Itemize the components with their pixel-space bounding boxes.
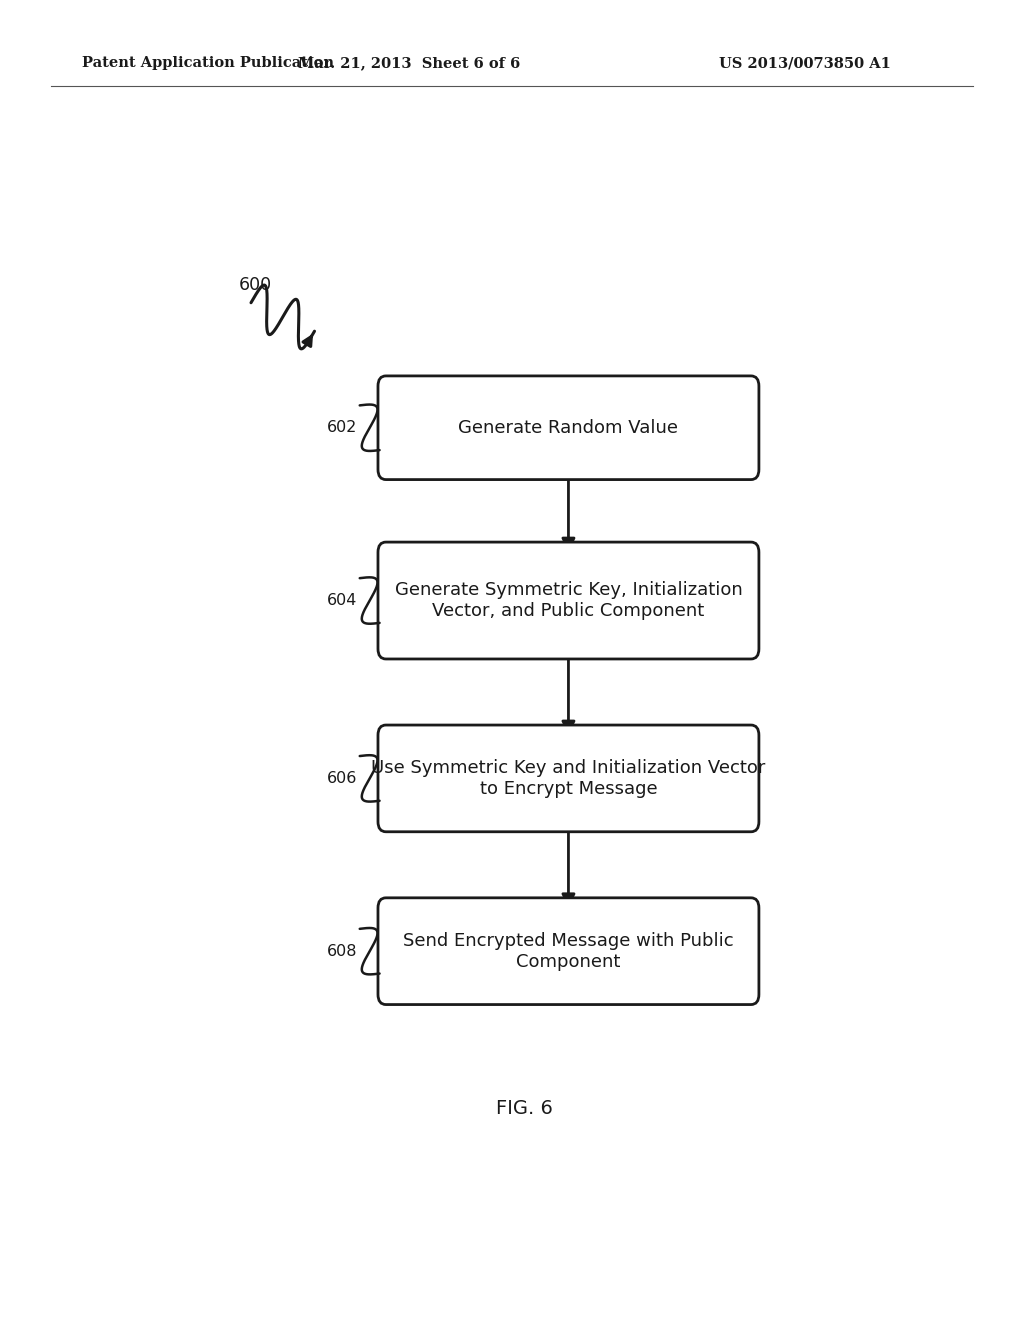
- Text: Send Encrypted Message with Public
Component: Send Encrypted Message with Public Compo…: [403, 932, 734, 970]
- FancyBboxPatch shape: [378, 376, 759, 479]
- Text: Use Symmetric Key and Initialization Vector
to Encrypt Message: Use Symmetric Key and Initialization Vec…: [372, 759, 766, 797]
- Text: 602: 602: [327, 420, 356, 436]
- Text: Patent Application Publication: Patent Application Publication: [82, 57, 334, 70]
- FancyBboxPatch shape: [378, 898, 759, 1005]
- Text: 600: 600: [240, 276, 272, 294]
- Text: 606: 606: [327, 771, 356, 785]
- FancyBboxPatch shape: [378, 725, 759, 832]
- Text: Generate Random Value: Generate Random Value: [459, 418, 679, 437]
- Text: 604: 604: [327, 593, 356, 609]
- Text: Mar. 21, 2013  Sheet 6 of 6: Mar. 21, 2013 Sheet 6 of 6: [298, 57, 521, 70]
- Text: US 2013/0073850 A1: US 2013/0073850 A1: [719, 57, 891, 70]
- Text: 608: 608: [327, 944, 357, 958]
- Text: Generate Symmetric Key, Initialization
Vector, and Public Component: Generate Symmetric Key, Initialization V…: [394, 581, 742, 620]
- Text: FIG. 6: FIG. 6: [497, 1100, 553, 1118]
- FancyBboxPatch shape: [378, 543, 759, 659]
